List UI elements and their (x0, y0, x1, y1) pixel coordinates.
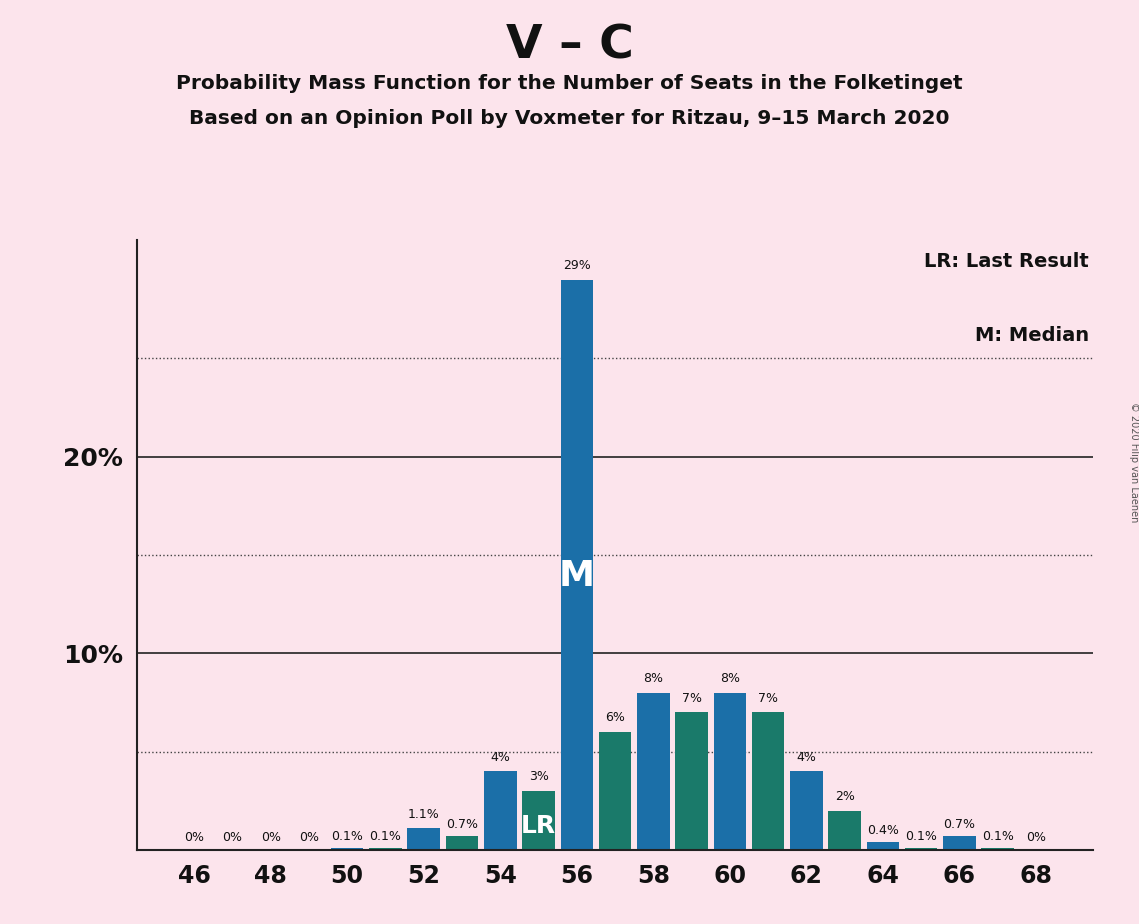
Bar (637, 693, 670, 850)
Text: 2%: 2% (835, 790, 854, 803)
Text: Based on an Opinion Poll by Voxmeter for Ritzau, 9–15 March 2020: Based on an Opinion Poll by Voxmeter for… (189, 109, 950, 128)
Bar (906, 848, 937, 850)
Bar (484, 772, 516, 850)
Text: © 2020 Filip van Laenen: © 2020 Filip van Laenen (1130, 402, 1139, 522)
Text: 6%: 6% (605, 711, 625, 724)
Text: LR: LR (521, 814, 556, 838)
Text: 0.4%: 0.4% (867, 824, 899, 837)
Text: 8%: 8% (720, 672, 740, 685)
Text: 4%: 4% (796, 750, 817, 763)
Text: V – C: V – C (506, 23, 633, 68)
Text: 0%: 0% (298, 832, 319, 845)
Bar (714, 693, 746, 850)
Text: 1.1%: 1.1% (408, 808, 440, 821)
Bar (445, 836, 478, 850)
Bar (675, 712, 707, 850)
Text: Probability Mass Function for the Number of Seats in the Folketinget: Probability Mass Function for the Number… (177, 74, 962, 93)
Text: 3%: 3% (528, 771, 549, 784)
Text: 7%: 7% (681, 691, 702, 704)
Text: 0%: 0% (222, 832, 243, 845)
Bar (408, 829, 440, 850)
Bar (560, 280, 593, 850)
Text: 0%: 0% (1026, 832, 1046, 845)
Bar (943, 836, 976, 850)
Bar (523, 791, 555, 850)
Text: 0.1%: 0.1% (331, 830, 363, 844)
Bar (867, 842, 899, 850)
Bar (599, 732, 631, 850)
Text: 0.1%: 0.1% (982, 830, 1014, 844)
Text: 8%: 8% (644, 672, 663, 685)
Text: M: M (559, 559, 595, 593)
Text: LR: Last Result: LR: Last Result (924, 252, 1089, 272)
Text: 29%: 29% (563, 259, 591, 272)
Text: 4%: 4% (490, 750, 510, 763)
Bar (369, 848, 402, 850)
Bar (331, 848, 363, 850)
Text: 7%: 7% (759, 691, 778, 704)
Bar (752, 712, 785, 850)
Text: 0.1%: 0.1% (906, 830, 937, 844)
Text: M: Median: M: Median (975, 325, 1089, 345)
Text: 0.7%: 0.7% (943, 819, 975, 832)
Text: 0%: 0% (185, 832, 204, 845)
Text: 0%: 0% (261, 832, 280, 845)
Text: 0.7%: 0.7% (446, 819, 478, 832)
Bar (790, 772, 822, 850)
Bar (982, 848, 1014, 850)
Text: 0.1%: 0.1% (369, 830, 401, 844)
Bar (828, 810, 861, 850)
